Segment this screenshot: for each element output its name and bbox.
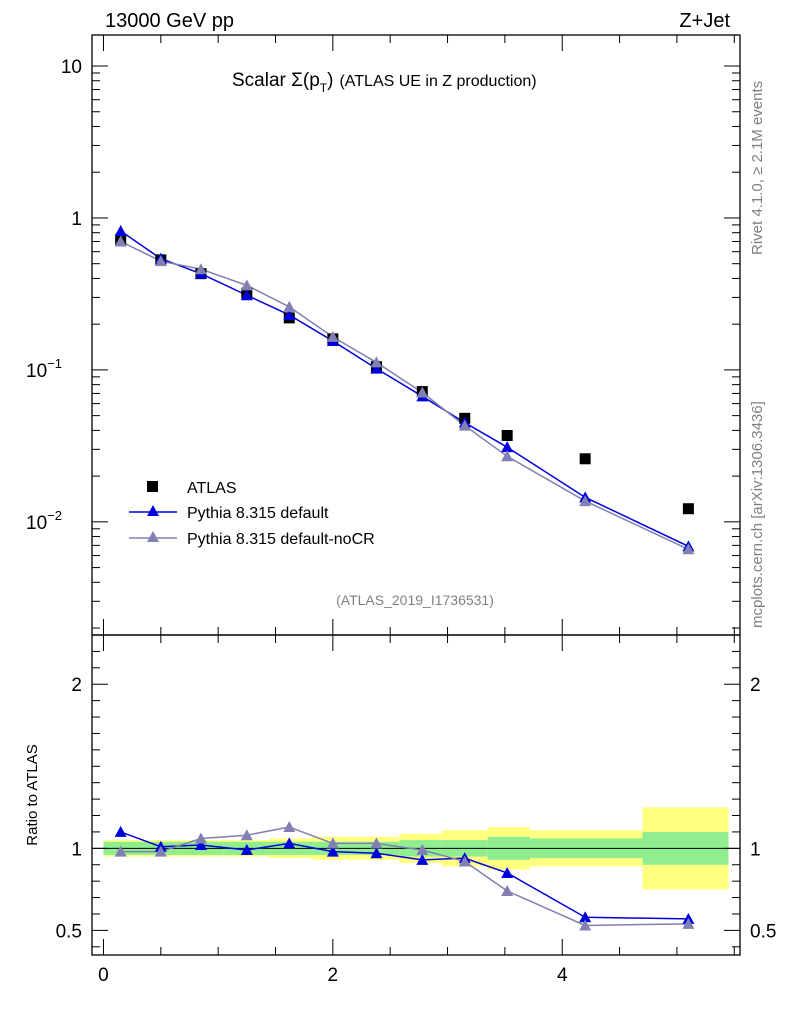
main-point-nocr [501, 450, 514, 462]
main-point-atlas [579, 453, 591, 465]
ratio-ytick-label-right: 1 [750, 839, 761, 860]
legend-label-nocr: Pythia 8.315 default-noCR [187, 531, 375, 548]
legend-label-atlas: ATLAS [187, 480, 237, 497]
ratio-point-default [194, 839, 207, 851]
rivet-label: Rivet 4.1.0, ≥ 2.1M events [749, 81, 766, 255]
main-series-line [120, 240, 689, 550]
legend-marker-nocr [147, 531, 159, 542]
main-point-default [114, 225, 127, 237]
ratio-point-default [326, 845, 339, 857]
ratio-point-nocr [194, 832, 207, 844]
ratio-point-default [114, 825, 127, 837]
ratio-ytick-label: 1 [71, 839, 82, 860]
ratio-point-nocr [458, 855, 471, 867]
main-point-default [283, 308, 296, 320]
legend-marker-atlas [147, 481, 158, 492]
main-point-default [240, 289, 253, 301]
main-point-default [501, 441, 514, 453]
ratio-ticks: 0.5 0.5 1 1 2 2 0 2 4 [56, 635, 776, 986]
legend-marker-default [147, 505, 159, 516]
main-ytick-label: 1 [71, 209, 82, 230]
header-left: 13000 GeV pp [105, 10, 234, 32]
legend-label-default: Pythia 8.315 default [187, 505, 329, 522]
analysis-label: (ATLAS_2019_I1736531) [336, 592, 494, 608]
ratio-point-nocr [682, 917, 695, 929]
main-point-nocr [240, 279, 253, 291]
main-point-default [370, 362, 383, 374]
mcplots-label: mcplots.cern.ch [arXiv:1306.3436] [749, 401, 766, 628]
ratio-point-default [416, 853, 429, 865]
ratio-point-default [501, 866, 514, 878]
main-point-nocr [416, 386, 429, 398]
ratio-point-default [240, 843, 253, 855]
ratio-xtick-label: 2 [328, 965, 339, 986]
ratio-series-line [120, 831, 689, 920]
ratio-ylabel: Ratio to ATLAS [24, 744, 41, 845]
ratio-series-line [120, 826, 689, 927]
main-ytick-label: 10−2 [26, 508, 62, 534]
legend: ATLAS Pythia 8.315 default Pythia 8.315 … [129, 480, 375, 548]
main-lines [120, 230, 689, 550]
main-point-atlas [682, 503, 694, 515]
main-ytick-label: 10 [61, 57, 82, 78]
main-ticks: 10 1 10−1 10−2 [26, 35, 740, 635]
main-point-nocr [579, 495, 592, 507]
main-point-nocr [194, 263, 207, 275]
ratio-point-nocr [240, 829, 253, 841]
ratio-point-nocr [370, 837, 383, 849]
ratio-xtick-label: 4 [557, 965, 568, 986]
main-point-nocr [154, 255, 167, 267]
main-point-nocr [458, 419, 471, 431]
ratio-lines [120, 826, 689, 927]
main-point-nocr [283, 300, 296, 312]
chart-title: Scalar Σ(pT) (ATLAS UE in Z production) [232, 70, 537, 95]
main-point-nocr [326, 330, 339, 342]
ratio-markers [114, 821, 695, 931]
main-point-atlas [501, 430, 513, 442]
ratio-point-nocr [154, 845, 167, 857]
ratio-point-nocr [114, 845, 127, 857]
ratio-ytick-label-right: 0.5 [750, 921, 776, 942]
ratio-point-nocr [501, 885, 514, 896]
ratio-ytick-label: 0.5 [56, 921, 82, 942]
main-point-nocr [682, 543, 695, 555]
ratio-point-nocr [326, 837, 339, 849]
ratio-ytick-label-right: 2 [750, 675, 761, 696]
main-series-line [120, 230, 689, 548]
ratio-xtick-label: 0 [98, 965, 109, 986]
ratio-point-nocr [283, 821, 296, 832]
ratio-point-nocr [416, 843, 429, 855]
ratio-point-nocr [579, 919, 592, 931]
ratio-ytick-label: 2 [71, 675, 82, 696]
main-point-nocr [114, 235, 127, 247]
ratio-frame [91, 634, 741, 956]
main-point-nocr [370, 356, 383, 368]
ratio-point-default [579, 911, 592, 923]
ratio-point-default [283, 837, 296, 849]
header-right: Z+Jet [679, 10, 730, 32]
main-ytick-label: 10−1 [26, 356, 62, 382]
ratio-point-default [370, 847, 383, 859]
main-markers [114, 225, 695, 555]
